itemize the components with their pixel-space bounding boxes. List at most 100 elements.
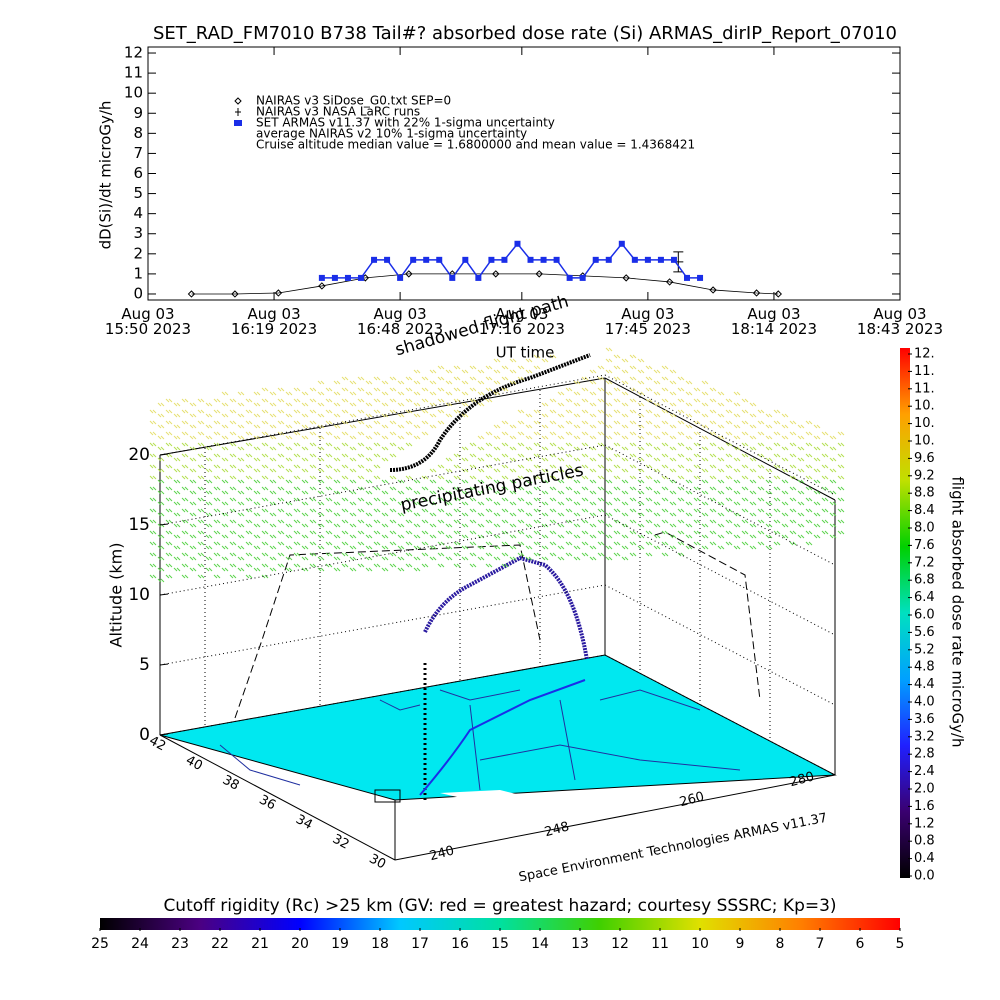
particle-dash	[437, 552, 445, 557]
particle-dash	[461, 369, 469, 374]
particle-dash	[205, 501, 213, 506]
particle-dash	[157, 413, 165, 418]
particle-dash	[805, 486, 813, 491]
particle-dash	[349, 380, 357, 385]
particle-dash	[213, 508, 221, 513]
particle-dash	[581, 442, 589, 447]
particle-dash	[253, 402, 261, 407]
particle-dash	[557, 424, 565, 429]
particle-dash	[493, 556, 501, 561]
particle-dash	[517, 541, 525, 546]
particle-dash	[333, 446, 341, 451]
particle-dash	[773, 486, 781, 491]
particle-dash	[557, 523, 565, 528]
particle-dash	[293, 552, 301, 557]
colorbar-tick-label: 4.4	[914, 677, 935, 692]
particle-dash	[653, 446, 661, 451]
particle-dash	[173, 490, 181, 495]
particle-dash	[573, 479, 581, 484]
particle-dash	[453, 365, 461, 370]
particle-dash	[549, 552, 557, 557]
particle-dash	[725, 442, 733, 447]
particle-dash	[709, 398, 717, 403]
particle-dash	[509, 457, 517, 462]
particle-dash	[389, 541, 397, 546]
particle-dash	[485, 398, 493, 403]
particle-dash	[605, 501, 613, 506]
particle-dash	[189, 545, 197, 550]
particle-dash	[165, 563, 173, 568]
lat-tick-label: 40	[183, 753, 205, 774]
particle-dash	[661, 376, 669, 381]
particle-dash	[589, 512, 597, 517]
particle-dash	[541, 556, 549, 561]
particle-dash	[253, 567, 261, 572]
particle-dash	[277, 563, 285, 568]
particle-dash	[357, 519, 365, 524]
colorbar-tick-label: 1.6	[914, 799, 935, 814]
particle-dash	[757, 442, 765, 447]
particle-dash	[357, 420, 365, 425]
particle-dash	[261, 442, 269, 447]
marker	[592, 256, 599, 263]
particle-dash	[501, 431, 509, 436]
particle-dash	[397, 501, 405, 506]
particle-dash	[437, 508, 445, 513]
marker	[410, 256, 417, 263]
particle-dash	[509, 523, 517, 528]
particle-dash	[685, 402, 693, 407]
particle-dash	[301, 545, 309, 550]
particle-dash	[341, 409, 349, 414]
particle-dash	[445, 369, 453, 374]
particle-dash	[581, 376, 589, 381]
annotation: precipitating particles	[399, 460, 585, 515]
particle-dash	[597, 464, 605, 469]
particle-dash	[293, 409, 301, 414]
particle-dash	[773, 420, 781, 425]
y-tick-label: 2	[133, 244, 143, 262]
particle-dash	[485, 497, 493, 502]
particle-dash	[157, 490, 165, 495]
particle-dash	[269, 490, 277, 495]
particle-dash	[373, 497, 381, 502]
particle-dash	[605, 358, 613, 363]
particle-dash	[349, 424, 357, 429]
particle-dash	[493, 501, 501, 506]
particle-dash	[573, 391, 581, 396]
particle-dash	[205, 512, 213, 517]
particle-dash	[229, 409, 237, 414]
particle-dash	[805, 442, 813, 447]
particle-dash	[781, 435, 789, 440]
particle-dash	[741, 420, 749, 425]
marker	[697, 274, 704, 281]
particle-dash	[325, 508, 333, 513]
particle-dash	[373, 398, 381, 403]
particle-dash	[309, 530, 317, 535]
particle-dash	[581, 409, 589, 414]
particle-dash	[669, 512, 677, 517]
particle-dash	[701, 501, 709, 506]
particle-dash	[629, 508, 637, 513]
particle-dash	[485, 453, 493, 458]
particle-dash	[405, 497, 413, 502]
particle-dash	[373, 464, 381, 469]
particle-dash	[317, 457, 325, 462]
particle-dash	[229, 563, 237, 568]
particle-dash	[757, 475, 765, 480]
particle-dash	[333, 490, 341, 495]
particle-dash	[269, 446, 277, 451]
colorbar-label: Cutoff rigidity (Rc) >25 km (GV: red = g…	[163, 896, 836, 916]
colorbar-tick-label: 4.8	[914, 660, 935, 675]
particle-dash	[405, 486, 413, 491]
marker	[397, 274, 404, 281]
particle-dash	[149, 442, 157, 447]
particle-dash	[229, 398, 237, 403]
particle-dash	[245, 563, 253, 568]
particle-dash	[565, 431, 573, 436]
particle-dash	[749, 523, 757, 528]
particle-dash	[365, 380, 373, 385]
particle-dash	[829, 468, 837, 473]
particle-dash	[733, 501, 741, 506]
particle-dash	[341, 530, 349, 535]
particle-dash	[333, 402, 341, 407]
